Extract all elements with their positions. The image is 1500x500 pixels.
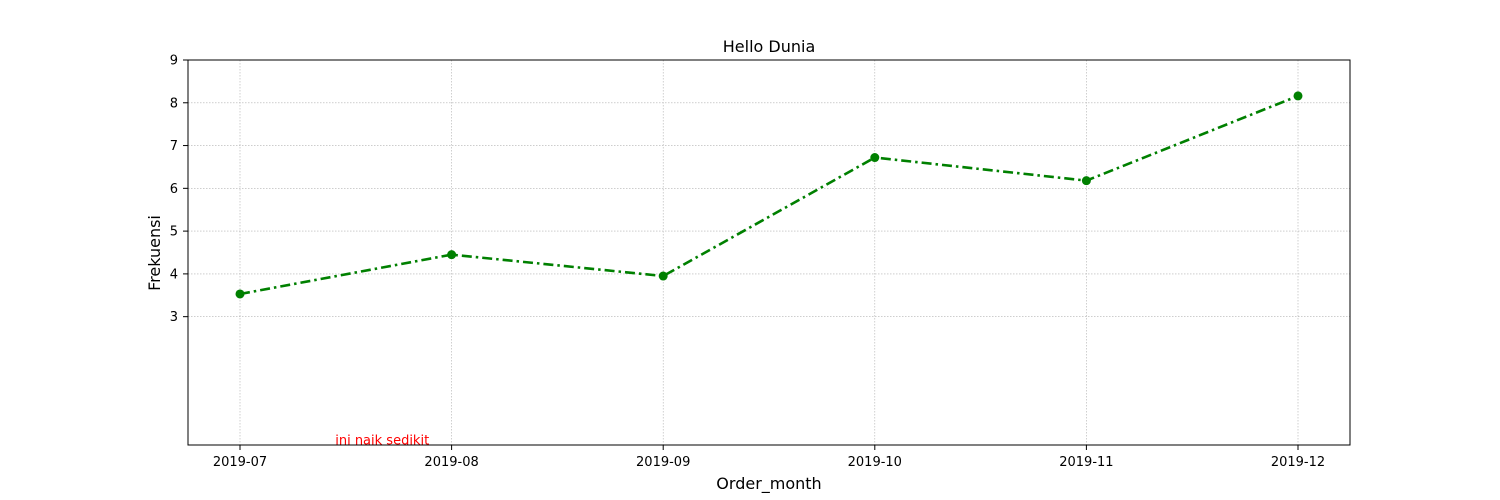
x-tick-label: 2019-08: [424, 455, 478, 470]
y-axis-title: Frekuensi: [145, 215, 164, 291]
x-tick-label: 2019-11: [1059, 455, 1113, 470]
y-tick-label: 7: [170, 139, 178, 154]
data-point: [1293, 91, 1303, 101]
series-layer: [235, 91, 1303, 299]
annotations: ini naik sedikit: [335, 434, 429, 449]
y-tick-label: 3: [170, 310, 178, 325]
x-axis-title: Order_month: [716, 474, 821, 494]
y-tick-label: 4: [170, 267, 178, 282]
y-tick-label: 9: [170, 54, 178, 69]
x-tick-label: 2019-12: [1271, 455, 1325, 470]
data-point: [658, 271, 668, 281]
data-point: [447, 250, 457, 260]
data-point: [870, 153, 880, 163]
y-tick-label: 6: [170, 182, 178, 197]
x-tick-label: 2019-09: [636, 455, 690, 470]
x-tick-label: 2019-07: [213, 455, 267, 470]
axis-ticks: 2019-07 2019-08 2019-09 2019-10 2019-11 2019-…: [170, 54, 1325, 471]
grid: [188, 59, 1350, 445]
y-tick-label: 8: [170, 96, 178, 111]
plot-frame: [187, 59, 1351, 446]
data-point: [235, 289, 245, 299]
chart-title: Hello Dunia: [723, 37, 816, 56]
data-point: [1081, 176, 1091, 186]
annotation-text: ini naik sedikit: [335, 434, 429, 449]
y-tick-label: 5: [170, 225, 178, 240]
series-line: [239, 94, 1299, 296]
x-tick-label: 2019-10: [848, 455, 902, 470]
